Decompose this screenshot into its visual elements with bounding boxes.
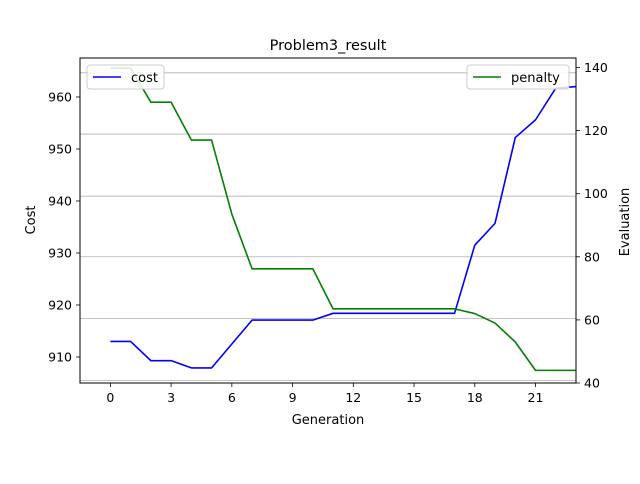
left-y-axis: 910 920 930 940 950 960 [48,90,80,365]
legend-cost: cost [86,64,165,90]
left-tick-label-950: 950 [48,142,72,157]
right-y-axis: 40 60 80 100 120 140 [576,60,608,391]
x-axis: 0 3 6 9 12 15 18 21 [106,383,543,405]
x-tick-label-6: 6 [228,390,236,405]
right-tick-label-80: 80 [584,249,600,264]
plot-frame [79,57,577,384]
legend-penalty: penalty [466,64,570,90]
x-tick-label-12: 12 [345,390,361,405]
left-y-axis-label: Cost [24,206,39,235]
x-axis-label: Generation [292,413,365,428]
right-tick-label-140: 140 [584,60,608,75]
x-tick-label-18: 18 [467,390,483,405]
right-tick-label-60: 60 [584,312,600,327]
chart-title: Problem3_result [270,38,387,54]
right-tick-label-100: 100 [584,186,608,201]
series-line-penalty [110,67,576,372]
x-tick-label-3: 3 [167,390,175,405]
left-tick-label-960: 960 [48,90,72,105]
left-tick-label-920: 920 [48,298,72,313]
legend-penalty-label: penalty [511,71,560,86]
x-tick-label-9: 9 [289,390,297,405]
left-tick-label-930: 930 [48,246,72,261]
series-line-cost [110,85,577,369]
x-tick-label-21: 21 [528,390,544,405]
right-tick-label-120: 120 [584,123,608,138]
legend-penalty-box [466,64,570,90]
right-tick-label-40: 40 [584,376,600,391]
x-tick-label-0: 0 [106,390,114,405]
left-tick-label-940: 940 [48,194,72,209]
legend-cost-box [86,64,165,90]
x-tick-label-15: 15 [406,390,422,405]
left-tick-label-910: 910 [48,350,72,365]
series-lines [110,67,577,372]
legend-cost-label: cost [131,71,158,86]
right-y-axis-label: Evaluation [618,188,633,257]
